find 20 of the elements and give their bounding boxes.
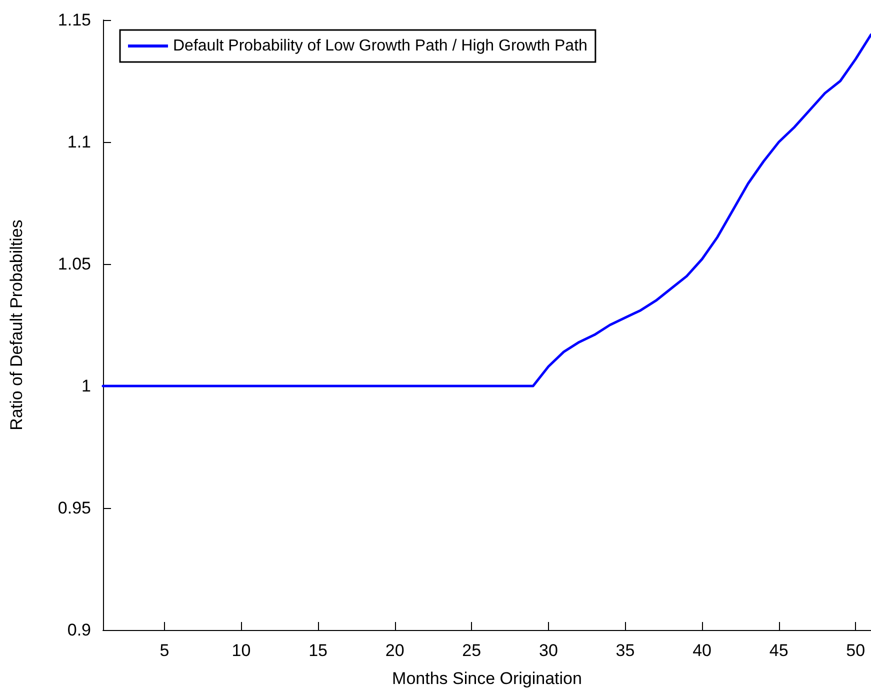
y-tick-label: 0.95 [58, 498, 91, 518]
x-tick-label: 5 [160, 641, 170, 660]
y-tick-label: 1.1 [67, 132, 91, 152]
x-tick-label: 45 [769, 641, 788, 660]
x-tick-label: 20 [385, 641, 404, 660]
y-tick-label: 1.05 [58, 254, 91, 274]
y-tick-label: 0.9 [67, 620, 91, 640]
x-tick-label: 30 [538, 641, 558, 660]
y-tick-label: 1 [82, 376, 91, 396]
y-axis-title: Ratio of Default Probabilties [7, 220, 26, 430]
legend-label: Default Probability of Low Growth Path / High Growth Path [173, 38, 588, 54]
line-series [102, 33, 871, 388]
x-tick-label: 40 [692, 641, 712, 660]
y-tick-label: 1.15 [58, 10, 91, 30]
x-axis-title: Months Since Origination [392, 669, 582, 688]
x-tick-label: 15 [308, 641, 328, 660]
x-tick-label: 25 [462, 641, 482, 660]
x-tick-label: 35 [616, 641, 635, 660]
x-tick-label: 50 [846, 641, 866, 660]
x-tick-label: 10 [232, 641, 251, 660]
